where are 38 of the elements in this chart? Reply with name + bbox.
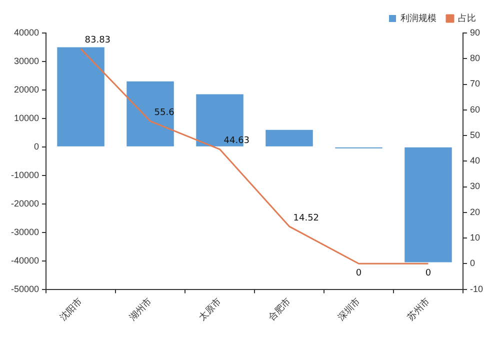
y2-tick-label: 60 xyxy=(470,104,480,114)
y2-tick-label: 10 xyxy=(470,232,480,242)
y2-tick-label: 30 xyxy=(470,181,480,192)
y2-tick-label: 70 xyxy=(470,78,480,89)
y-tick-label: 0 xyxy=(34,141,40,152)
y-tick-label: -50000 xyxy=(10,284,40,294)
legend-label: 利润规模 xyxy=(400,12,436,23)
y-tick-label: 20000 xyxy=(14,84,40,94)
data-label: 0 xyxy=(356,268,362,278)
y-tick-label: -20000 xyxy=(10,198,40,208)
x-tick-label: 太原市 xyxy=(196,296,223,322)
data-label: 55.6 xyxy=(154,108,175,118)
y2-tick-label: -10 xyxy=(470,284,484,294)
y-tick-label: -30000 xyxy=(10,226,40,237)
y-tick-label: -10000 xyxy=(10,170,40,180)
y2-tick-label: 20 xyxy=(470,206,480,217)
data-label: 14.52 xyxy=(293,213,320,224)
y2-tick-label: 50 xyxy=(470,130,480,140)
data-label: 0 xyxy=(425,268,432,278)
bar xyxy=(266,130,313,146)
y-tick-label: 40000 xyxy=(14,27,40,38)
bar xyxy=(57,47,104,146)
x-tick-label: 深圳市 xyxy=(336,296,362,322)
x-tick-label: 苏州市 xyxy=(405,296,432,322)
y-tick-label: -40000 xyxy=(10,255,40,266)
x-tick-label: 沈阳市 xyxy=(58,296,84,322)
x-tick-label: 合肥市 xyxy=(266,296,292,322)
y2-tick-label: 80 xyxy=(470,53,480,64)
y2-tick-label: 40 xyxy=(470,156,480,166)
y-tick-label: 30000 xyxy=(14,56,40,66)
bar xyxy=(126,81,174,146)
x-tick-label: 湖州市 xyxy=(127,296,154,322)
data-label: 83.83 xyxy=(84,36,111,46)
bar xyxy=(404,147,452,262)
y-tick-label: 10000 xyxy=(14,112,40,123)
y2-tick-label: 0 xyxy=(470,258,476,268)
legend-label: 占比 xyxy=(458,12,476,23)
y2-tick-label: 90 xyxy=(470,27,480,38)
